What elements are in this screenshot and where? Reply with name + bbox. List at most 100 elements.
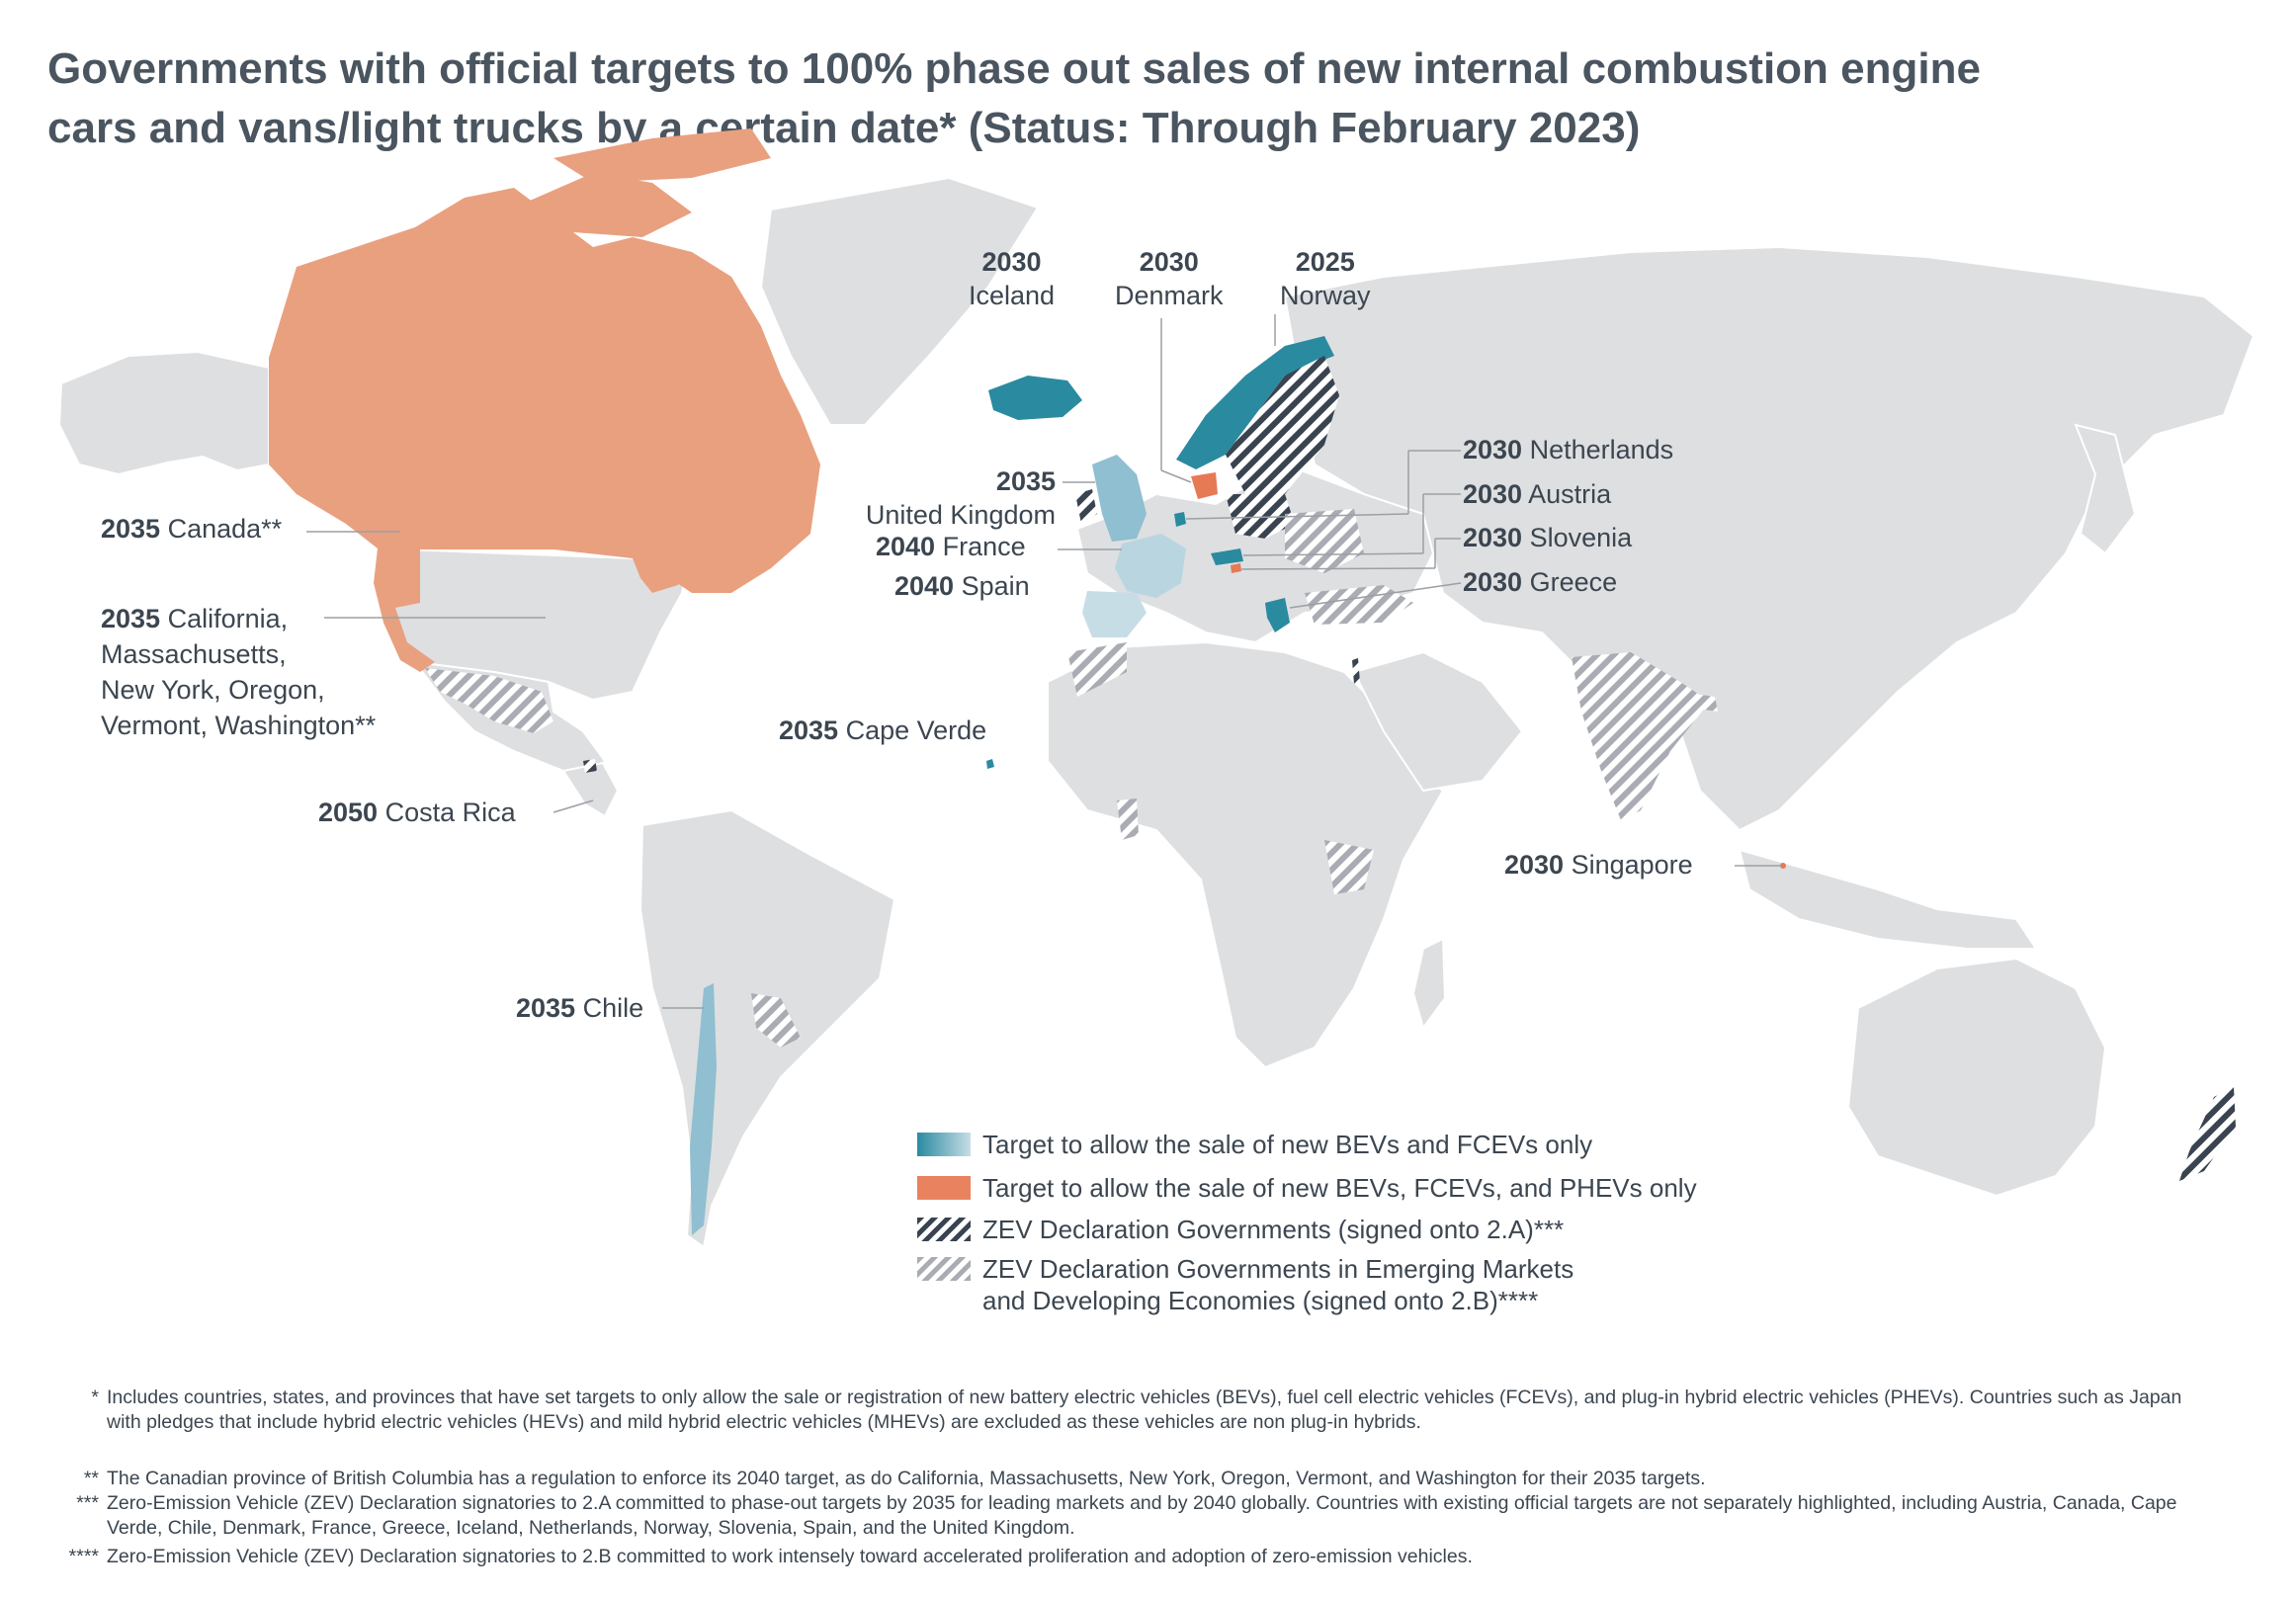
region-denmark bbox=[1191, 472, 1218, 499]
land-arabia bbox=[1352, 650, 1524, 793]
region-chile bbox=[690, 983, 717, 1235]
leader-netherlands-h bbox=[1185, 513, 1409, 520]
label-costa-rica-year: 2050 bbox=[318, 798, 379, 827]
label-us-states-line2: Massachusetts, bbox=[101, 639, 287, 669]
region-nepal-2b bbox=[1680, 692, 1718, 712]
region-uk bbox=[1092, 455, 1147, 542]
label-netherlands: 2030 Netherlands bbox=[1463, 433, 1673, 466]
land-central-america bbox=[561, 761, 620, 818]
label-spain-name: Spain bbox=[961, 571, 1030, 601]
region-paraguay-2b bbox=[751, 993, 801, 1048]
region-ghana-2b bbox=[1117, 799, 1139, 840]
world-map bbox=[57, 128, 2255, 1249]
label-austria: 2030 Austria bbox=[1463, 477, 1611, 511]
region-greece bbox=[1265, 598, 1290, 632]
region-ireland bbox=[1075, 489, 1097, 524]
legend-light-hatch-label: ZEV Declaration Governments in Emerging … bbox=[982, 1253, 1573, 1316]
label-slovenia: 2030 Slovenia bbox=[1463, 521, 1632, 554]
label-cape-verde-name: Cape Verde bbox=[845, 715, 987, 745]
legend-light-hatch-line1: ZEV Declaration Governments in Emerging … bbox=[982, 1254, 1574, 1284]
land-africa bbox=[1047, 640, 1445, 1069]
footnote-4-text: Zero-Emission Vehicle (ZEV) Declaration … bbox=[107, 1546, 1473, 1567]
region-nordics-zev bbox=[1226, 356, 1339, 494]
label-denmark: 2030 Denmark bbox=[1115, 245, 1224, 312]
label-france-year: 2040 bbox=[876, 532, 936, 561]
label-norway-name: Norway bbox=[1280, 281, 1371, 310]
legend-orange-label: Target to allow the sale of new BEVs, FC… bbox=[982, 1173, 1697, 1203]
legend-teal-label: Target to allow the sale of new BEVs and… bbox=[982, 1130, 1593, 1159]
land-greenland bbox=[759, 176, 1040, 426]
label-france: 2040 France bbox=[876, 530, 1026, 563]
region-spain bbox=[1082, 591, 1147, 637]
footnote-1-text: Includes countries, states, and province… bbox=[107, 1387, 2182, 1433]
region-france bbox=[1115, 534, 1186, 598]
footnote-1: * Includes countries, states, and provin… bbox=[69, 1386, 2214, 1435]
label-cape-verde-year: 2035 bbox=[779, 715, 839, 745]
footnote-2-mark: ** bbox=[83, 1468, 99, 1489]
leader-costa-rica bbox=[553, 799, 594, 813]
leader-denmark-h bbox=[1160, 469, 1192, 483]
label-singapore-year: 2030 bbox=[1504, 850, 1565, 880]
land-alaska bbox=[57, 350, 270, 476]
label-netherlands-name: Netherlands bbox=[1529, 435, 1674, 464]
footnote-1-mark: * bbox=[91, 1387, 99, 1408]
footnote-2-text: The Canadian province of British Columbi… bbox=[107, 1468, 1706, 1489]
label-uk: 2035 United Kingdom bbox=[828, 464, 1056, 532]
label-uk-name: United Kingdom bbox=[865, 500, 1056, 530]
label-iceland-name: Iceland bbox=[969, 281, 1056, 310]
label-greece: 2030 Greece bbox=[1463, 565, 1617, 599]
label-denmark-year: 2030 bbox=[1139, 247, 1199, 277]
label-iceland: 2030 Iceland bbox=[969, 245, 1055, 312]
title-line-1: Governments with official targets to 100… bbox=[47, 44, 1981, 93]
label-cape-verde: 2035 Cape Verde bbox=[779, 714, 986, 747]
region-netherlands bbox=[1174, 512, 1186, 527]
land-indonesia bbox=[1738, 848, 2038, 950]
label-canada: 2035 Canada** bbox=[101, 512, 282, 546]
footnote-3-mark: *** bbox=[76, 1492, 99, 1514]
land-madagascar bbox=[1411, 937, 1447, 1031]
region-mexico-2b bbox=[425, 668, 553, 733]
footnote-4: **** Zero-Emission Vehicle (ZEV) Declara… bbox=[69, 1545, 2214, 1569]
region-us-west-states bbox=[374, 548, 435, 672]
region-europe-zev bbox=[1226, 494, 1295, 539]
label-norway-year: 2025 bbox=[1295, 247, 1355, 277]
region-eastern-europe-2b bbox=[1285, 509, 1364, 573]
region-iceland bbox=[988, 376, 1082, 420]
region-norway bbox=[1176, 336, 1334, 469]
legend-item-light-hatch: ZEV Declaration Governments in Emerging … bbox=[917, 1253, 1573, 1316]
land-australia bbox=[1846, 957, 2107, 1198]
region-morocco-2b bbox=[1067, 642, 1127, 697]
label-austria-name: Austria bbox=[1528, 479, 1612, 509]
region-caribbean-zev bbox=[583, 759, 597, 773]
leader-slovenia-h bbox=[1240, 567, 1436, 570]
label-uk-year: 2035 bbox=[995, 466, 1056, 496]
label-chile: 2035 Chile bbox=[516, 991, 643, 1025]
label-iceland-year: 2030 bbox=[981, 247, 1042, 277]
legend-dark-hatch-swatch bbox=[917, 1218, 971, 1241]
legend-dark-hatch-label: ZEV Declaration Governments (signed onto… bbox=[982, 1215, 1565, 1244]
legend-teal-swatch bbox=[917, 1133, 971, 1156]
label-greece-year: 2030 bbox=[1463, 567, 1523, 597]
label-slovenia-year: 2030 bbox=[1463, 523, 1523, 552]
label-denmark-name: Denmark bbox=[1115, 281, 1224, 310]
footnote-3: *** Zero-Emission Vehicle (ZEV) Declarat… bbox=[69, 1491, 2214, 1541]
legend-item-dark-hatch: ZEV Declaration Governments (signed onto… bbox=[917, 1214, 1564, 1245]
region-israel-zev bbox=[1352, 658, 1360, 684]
label-canada-name: Canada** bbox=[167, 514, 283, 544]
label-spain-year: 2040 bbox=[894, 571, 955, 601]
legend-light-hatch-swatch bbox=[917, 1257, 971, 1281]
land-asia bbox=[1283, 245, 2255, 832]
label-greece-name: Greece bbox=[1529, 567, 1618, 597]
land-japan bbox=[2074, 423, 2137, 555]
label-singapore: 2030 Singapore bbox=[1504, 848, 1693, 882]
label-costa-rica: 2050 Costa Rica bbox=[318, 796, 516, 829]
legend-item-orange: Target to allow the sale of new BEVs, FC… bbox=[917, 1172, 1697, 1204]
label-us-states-line4: Vermont, Washington** bbox=[101, 711, 377, 740]
region-new-zealand-zev bbox=[2179, 1087, 2236, 1181]
label-us-states-line3: New York, Oregon, bbox=[101, 675, 325, 705]
label-norway: 2025 Norway bbox=[1280, 245, 1371, 312]
region-kenya-2b bbox=[1324, 840, 1374, 894]
footnote-2: ** The Canadian province of British Colu… bbox=[69, 1467, 2214, 1491]
leader-greece bbox=[1289, 582, 1462, 609]
label-spain: 2040 Spain bbox=[894, 569, 1030, 603]
